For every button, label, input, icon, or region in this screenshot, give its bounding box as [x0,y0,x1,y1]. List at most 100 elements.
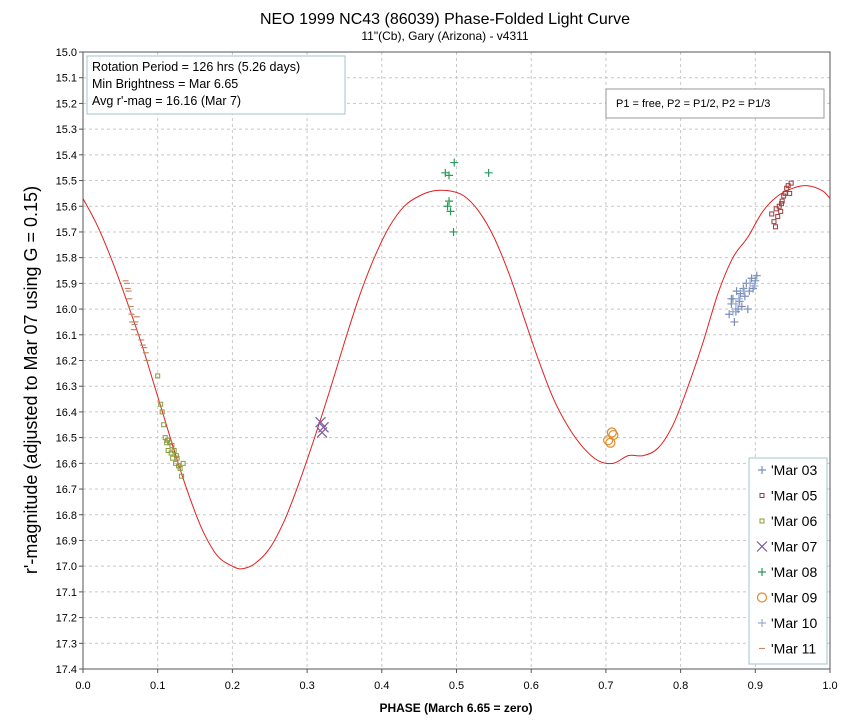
legend-marker [758,466,766,474]
data-point [769,211,775,217]
data-point [445,197,454,206]
x-tick-label: 0.0 [75,680,90,692]
y-tick-label: 15.4 [56,150,77,162]
data-point [731,299,740,308]
y-tick-label: 15.1 [56,73,77,85]
data-point [177,465,183,471]
data-point [750,281,759,290]
x-tick-label: 0.3 [299,680,314,692]
legend-entry-label: 'Mar 09 [771,590,817,606]
y-tick-label: 16.1 [56,330,77,342]
legend-entry-label: 'Mar 11 [771,641,816,657]
data-point [173,460,179,466]
data-point [775,214,781,220]
data-points [122,158,794,479]
data-point [779,198,785,204]
legend-entry-label: 'Mar 05 [771,488,817,504]
y-tick-label: 15.6 [56,201,77,213]
data-point [778,208,784,214]
y-tick-label: 17.1 [56,587,77,599]
y-axis-label: r'-magnitude (adjusted to Mar 07 using G… [21,186,41,574]
info-min-brightness: Min Brightness = Mar 6.65 [92,77,238,91]
data-point [443,202,452,211]
data-point [164,440,170,446]
chart-title: NEO 1999 NC43 (86039) Phase-Folded Light… [260,11,630,28]
data-point [168,450,174,456]
data-point [169,442,175,448]
data-point [316,427,328,438]
y-tick-label: 16.9 [56,535,77,547]
data-point [772,224,778,230]
data-point [730,317,739,326]
data-point [164,437,170,443]
info-avg-magnitude: Avg r'-mag = 16.16 (Mar 7) [92,94,241,108]
info-box-frame [86,55,346,115]
period-note: P1 = free, P2 = P1/2, P2 = P1/3 [605,88,825,119]
data-point [180,460,186,466]
x-tick-label: 0.9 [748,680,763,692]
data-point [746,279,755,288]
y-tick-label: 16.3 [56,381,77,393]
data-point [608,429,619,441]
x-tick-label: 0.2 [225,680,240,692]
x-tick-label: 0.7 [598,680,613,692]
data-point [728,307,737,316]
data-point [176,463,182,469]
data-point [743,305,752,314]
y-tick-label: 16.4 [56,407,77,419]
info-box: Rotation Period = 126 hrs (5.26 days) Mi… [86,55,346,115]
data-point [727,294,736,303]
y-tick-label: 15.2 [56,98,77,110]
data-point [784,185,790,191]
x-tick-label: 1.0 [822,680,837,692]
data-point [752,271,761,280]
data-point [155,373,161,379]
data-point [445,171,454,180]
data-point [751,276,760,285]
data-point [171,447,177,453]
y-tick-label: 16.0 [56,304,77,316]
x-tick-label: 0.5 [449,680,464,692]
y-tick-label: 17.2 [56,613,77,625]
y-tick-label: 15.7 [56,227,77,239]
data-point [788,180,794,186]
y-tick-label: 15.9 [56,278,77,290]
data-point [737,302,746,311]
data-point [446,207,455,216]
data-point [773,206,779,212]
data-point [449,227,458,236]
axis-ticks: 0.0 0.1 0.2 0.3 0.4 0.5 0.6 0.7 0.8 0.9 1.0 15.0 15.… [56,47,838,692]
y-tick-label: 16.7 [56,484,77,496]
data-point [787,190,793,196]
data-point [158,401,164,407]
legend-marker [759,493,765,498]
y-tick-label: 16.8 [56,510,77,522]
fit-curve-line [82,185,831,570]
data-point [174,455,180,461]
legend-entry-label: 'Mar 06 [771,513,817,529]
legend-entry-label: 'Mar 08 [771,564,817,580]
y-tick-label: 15.5 [56,176,77,188]
data-point [315,416,326,428]
chart-subtitle: 11"(Cb), Gary (Arizona) - v4311 [361,29,529,43]
y-tick-label: 15.3 [56,124,77,136]
legend-marker [759,518,765,524]
y-tick-label: 15.0 [56,47,77,59]
legend-marker [758,568,766,576]
period-note-frame [605,88,825,119]
data-point [161,422,167,428]
x-tick-label: 0.1 [150,680,165,692]
data-point [740,292,749,301]
x-tick-label: 0.8 [673,680,688,692]
info-rotation-period: Rotation Period = 126 hrs (5.26 days) [92,60,300,74]
legend-marker [756,592,768,603]
data-point [179,473,185,479]
data-point [740,287,749,296]
y-tick-label: 17.3 [56,638,77,650]
data-point [781,193,787,199]
legend-entry-label: 'Mar 10 [771,615,817,631]
y-tick-label: 16.5 [56,433,77,445]
period-note-text: P1 = free, P2 = P1/2, P2 = P1/3 [616,98,770,110]
data-point [173,453,179,459]
